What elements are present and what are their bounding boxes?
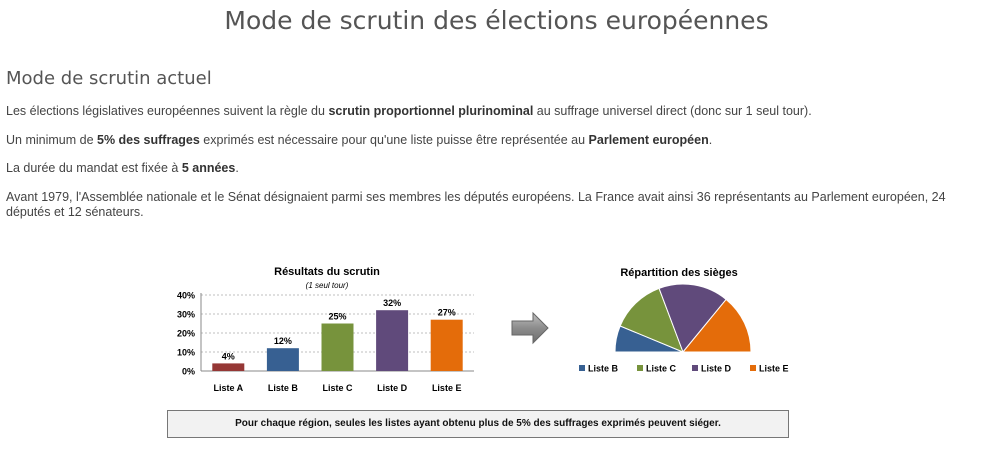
bar-value-label: 25% bbox=[328, 312, 346, 322]
x-tick-label: Liste A bbox=[213, 383, 243, 393]
p2-text-after: . bbox=[708, 133, 713, 147]
bar bbox=[321, 323, 354, 371]
p2-text-before: Un minimum de bbox=[6, 133, 97, 147]
legend-swatch bbox=[579, 365, 585, 371]
y-tick-label: 10% bbox=[177, 348, 195, 358]
pie-slice bbox=[619, 287, 684, 353]
bar bbox=[212, 363, 245, 371]
legend-label: Liste C bbox=[646, 364, 677, 374]
legend-label: Liste E bbox=[759, 364, 789, 374]
pie-chart: Répartition des sièges Liste B Liste C List… bbox=[579, 267, 789, 374]
p2-text-middle: exprimés est nécessaire pour qu'une list… bbox=[199, 133, 589, 147]
bar-value-label: 12% bbox=[274, 336, 292, 346]
bar bbox=[266, 348, 299, 371]
legend-swatch bbox=[750, 365, 756, 371]
paragraph-duree: La durée du mandat est fixée à 5 années. bbox=[6, 161, 986, 176]
y-tick-label: 20% bbox=[177, 329, 195, 339]
paragraph-scrutin: Les élections législatives européennes s… bbox=[6, 104, 986, 119]
p2-bold-suffrages: 5% des suffrages bbox=[97, 133, 200, 147]
x-tick-label: Liste E bbox=[432, 383, 462, 393]
page-title: Mode de scrutin des élections européenne… bbox=[224, 6, 769, 35]
p3-bold: 5 années bbox=[181, 161, 236, 175]
p1-text-after: au suffrage universel direct (donc sur 1… bbox=[533, 104, 812, 118]
pie-slice bbox=[658, 283, 727, 353]
p3-text-after: . bbox=[235, 161, 239, 175]
y-tick-label: 30% bbox=[177, 310, 195, 320]
y-tick-label: 40% bbox=[177, 291, 195, 301]
p2-bold-parlement: Parlement européen bbox=[588, 133, 709, 147]
bar-value-label: 32% bbox=[383, 298, 401, 308]
paragraph-avant-1979: Avant 1979, l'Assemblée nationale et le … bbox=[6, 190, 946, 219]
paragraph-minimum: Un minimum de 5% des suffrages exprimés … bbox=[6, 133, 986, 148]
x-tick-label: Liste B bbox=[268, 383, 299, 393]
legend-label: Liste B bbox=[588, 364, 619, 374]
pie-chart-title: Répartition des sièges bbox=[620, 267, 737, 279]
bar bbox=[376, 310, 409, 371]
legend-swatch bbox=[692, 365, 698, 371]
pie-slice bbox=[681, 298, 752, 353]
y-tick-label: 0% bbox=[182, 367, 195, 377]
p1-bold: scrutin proportionnel plurinominal bbox=[328, 104, 534, 118]
bar bbox=[430, 319, 463, 371]
x-tick-label: Liste C bbox=[322, 383, 353, 393]
p3-text-before: La durée du mandat est fixée à bbox=[6, 161, 182, 175]
note-box: Pour chaque région, seules les listes ay… bbox=[167, 410, 789, 438]
legend-swatch bbox=[637, 365, 643, 371]
bar-chart: Résultats du scrutin (1 seul tour) 0% 10% 20… bbox=[177, 266, 474, 393]
bar-value-label: 4% bbox=[222, 351, 235, 361]
section-title: Mode de scrutin actuel bbox=[6, 68, 212, 89]
right-arrow-icon bbox=[511, 311, 549, 345]
p1-text-before: Les élections législatives européennes s… bbox=[6, 104, 329, 118]
x-tick-label: Liste D bbox=[377, 383, 408, 393]
bar-chart-title: Résultats du scrutin bbox=[274, 266, 380, 278]
legend-label: Liste D bbox=[701, 364, 732, 374]
bar-chart-subtitle: (1 seul tour) bbox=[306, 281, 349, 290]
bar-value-label: 27% bbox=[438, 308, 456, 318]
